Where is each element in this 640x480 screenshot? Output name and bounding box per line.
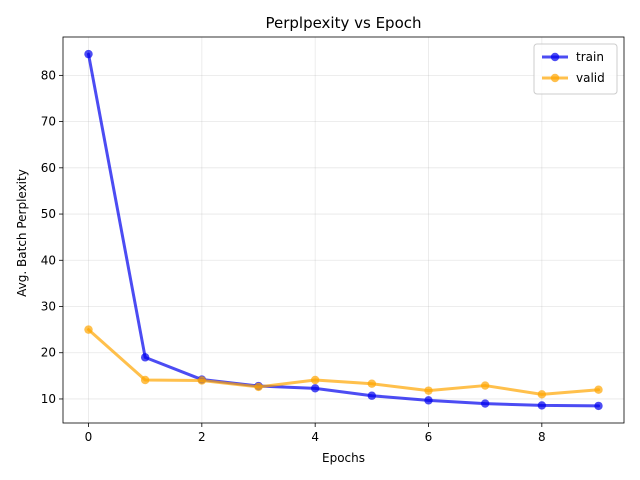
data-point-valid bbox=[480, 381, 490, 390]
y-tick-label: 60 bbox=[41, 161, 56, 175]
data-point-train bbox=[310, 384, 320, 393]
data-point-valid bbox=[537, 390, 547, 399]
data-point-train bbox=[84, 49, 93, 59]
y-tick-label: 20 bbox=[41, 346, 56, 360]
x-tick-label: 6 bbox=[425, 430, 433, 444]
data-point-train bbox=[537, 401, 547, 410]
series-valid bbox=[84, 325, 603, 399]
chart-title: Perplpexity vs Epoch bbox=[265, 14, 421, 32]
legend: train valid bbox=[533, 43, 618, 95]
legend-item-valid: valid bbox=[542, 71, 605, 85]
y-axis-label: Avg. Batch Perplexity bbox=[15, 169, 29, 297]
data-point-train bbox=[367, 391, 377, 400]
legend-swatch-marker bbox=[550, 73, 560, 83]
x-tick-label: 2 bbox=[198, 430, 206, 444]
data-point-valid bbox=[424, 386, 433, 395]
series-train bbox=[84, 49, 603, 411]
data-point-train bbox=[140, 353, 150, 362]
series-layer bbox=[84, 49, 603, 411]
y-tick-label: 30 bbox=[41, 300, 56, 314]
data-point-train bbox=[480, 399, 490, 408]
x-tick-label: 0 bbox=[85, 430, 93, 444]
data-point-train bbox=[424, 396, 433, 405]
legend-item-train: train bbox=[542, 50, 604, 64]
legend-swatch-marker bbox=[550, 52, 560, 62]
y-tick-label: 50 bbox=[41, 207, 56, 221]
y-tick-label: 10 bbox=[41, 392, 56, 406]
x-axis-label: Epochs bbox=[322, 451, 365, 465]
data-point-valid bbox=[140, 375, 150, 385]
x-tick-label: 4 bbox=[311, 430, 319, 444]
legend-label: train bbox=[576, 50, 604, 64]
data-point-train bbox=[594, 401, 603, 411]
y-tick-label: 80 bbox=[41, 68, 56, 82]
data-point-valid bbox=[254, 382, 263, 392]
y-tick-label: 40 bbox=[41, 253, 56, 267]
y-axis: 10 20 30 40 50 60 70 80 bbox=[41, 68, 63, 406]
data-point-valid bbox=[367, 379, 377, 388]
y-tick-label: 70 bbox=[41, 115, 56, 129]
x-axis: 0 2 4 6 8 bbox=[85, 423, 546, 444]
data-point-valid bbox=[594, 385, 603, 394]
series-line-train bbox=[87, 52, 600, 408]
x-tick-label: 8 bbox=[538, 430, 546, 444]
data-point-valid bbox=[310, 375, 320, 385]
plot-frame bbox=[62, 36, 625, 424]
legend-label: valid bbox=[576, 71, 605, 85]
grid bbox=[63, 37, 624, 423]
data-point-valid bbox=[197, 376, 207, 385]
series-line-valid bbox=[87, 328, 600, 396]
data-point-valid bbox=[84, 325, 93, 334]
